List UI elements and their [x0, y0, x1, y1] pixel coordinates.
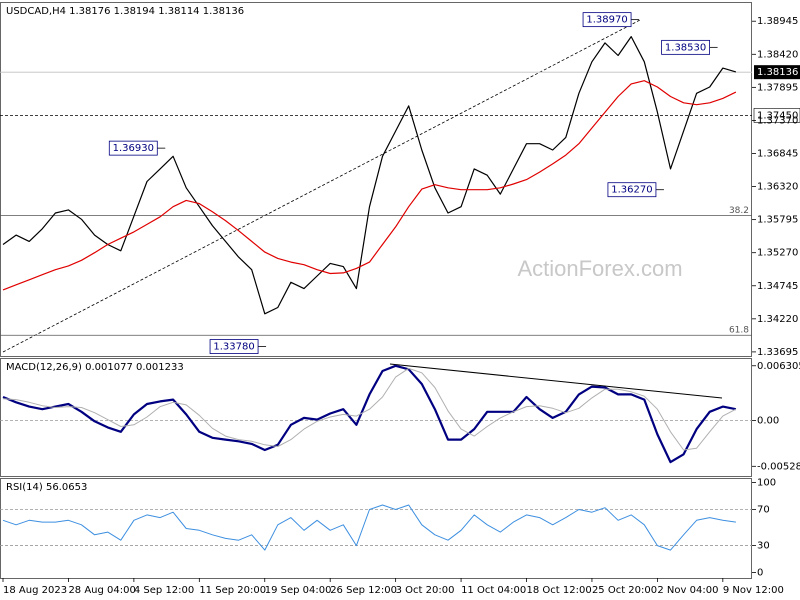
y-tick-label: 1.34220: [757, 314, 798, 325]
callout-box: [209, 339, 259, 354]
x-tick-label: 11 Sep 20:00: [199, 585, 266, 596]
y-tick-label: 0.006305: [757, 361, 800, 372]
callout-label: 1.33780: [213, 342, 254, 353]
callout-label: 1.38530: [665, 42, 706, 53]
series-line: [2, 504, 736, 551]
y-tick-label: 70: [757, 505, 770, 516]
callout-label: 1.36270: [611, 185, 652, 196]
fib-label: 61.8: [729, 326, 749, 336]
panel-frame: [0, 478, 752, 579]
x-tick-label: 25 Oct 20:00: [592, 585, 657, 596]
y-tick-label: 30: [757, 541, 770, 552]
callout-label: 1.36930: [113, 143, 154, 154]
callout-box: [607, 182, 657, 198]
callout-box: [661, 39, 710, 55]
x-tick-label: 3 Oct 20:00: [396, 585, 455, 596]
watermark: ActionForex.com: [517, 256, 682, 281]
y-tick-label: 1.38945: [757, 16, 798, 27]
series-line: [2, 367, 737, 451]
y-tick-label: 1.35270: [757, 248, 798, 259]
macd-trend-line: [389, 363, 723, 399]
last-price-label: 1.38136: [757, 67, 798, 78]
series-line: [2, 80, 737, 291]
level-label-box: [753, 108, 800, 123]
x-tick-label: 19 Sep 04:00: [265, 585, 332, 596]
y-tick-label: 1.37895: [757, 82, 798, 93]
y-tick-label: 1.38420: [757, 49, 798, 60]
last-price-box: [754, 65, 800, 80]
panel-title: RSI(14) 56.0653: [6, 482, 87, 493]
y-tick-label: 0: [757, 568, 763, 579]
callout-box: [582, 12, 632, 28]
x-tick-label: 11 Oct 04:00: [461, 585, 526, 596]
panel-frame: [0, 358, 752, 477]
level-label: 1.37450: [757, 110, 798, 121]
x-tick-label: 18 Aug 2023: [3, 585, 67, 596]
x-tick-label: 2 Nov 04:00: [657, 585, 718, 596]
y-tick-label: 1.36845: [757, 148, 798, 159]
x-tick-label: 28 Aug 04:00: [68, 585, 135, 596]
y-tick-label: 1.35795: [757, 215, 798, 226]
callout-label: 1.38970: [586, 15, 627, 26]
series-line: [2, 36, 737, 315]
x-tick-label: 26 Sep 12:00: [330, 585, 397, 596]
y-tick-label: 1.36320: [757, 182, 798, 193]
y-tick-label: 1.33695: [757, 347, 798, 358]
y-tick-label: 1.37370: [757, 115, 798, 126]
x-tick-label: 9 Nov 12:00: [723, 585, 784, 596]
callout-box: [108, 140, 158, 156]
x-tick-label: 18 Oct 12:00: [527, 585, 592, 596]
y-tick-label: 0.00: [757, 415, 779, 426]
x-tick-label: 4 Sep 12:00: [134, 585, 194, 596]
panel-title: MACD(12,26,9) 0.001077 0.001233: [6, 362, 184, 373]
y-tick-label: 1.34745: [757, 281, 798, 292]
fib-label: 38.2: [729, 206, 749, 216]
y-tick-label: 100: [757, 478, 776, 489]
y-tick-label: -0.005283: [757, 461, 800, 472]
panel-frame: [0, 2, 752, 357]
panel-title: USDCAD,H4 1.38176 1.38194 1.38114 1.3813…: [6, 6, 244, 17]
